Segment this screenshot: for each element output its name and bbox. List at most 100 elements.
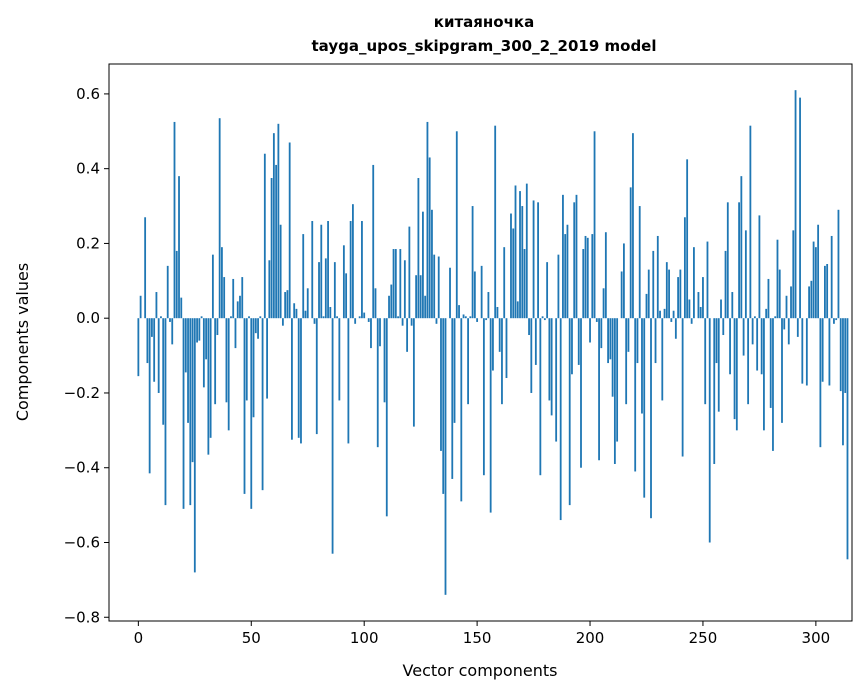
chart-subtitle: tayga_upos_skipgram_300_2_2019 model [312,37,657,55]
bar [616,318,619,442]
bar [148,318,151,474]
bars-group [137,90,849,595]
bar [403,260,406,319]
bar [611,318,614,397]
x-tick-label: 300 [802,629,831,647]
bar [494,125,497,319]
bar [209,318,212,438]
bar [318,262,320,319]
bar [704,318,707,405]
bar [311,221,314,319]
bar [733,318,736,420]
bar [164,318,167,506]
bar [266,318,268,399]
bar [322,316,325,319]
bar [516,301,519,319]
bar [735,318,738,431]
bar [767,278,770,319]
bar [697,292,700,319]
bar [304,310,307,319]
bar [408,226,411,319]
bar [794,90,797,319]
bar [157,318,160,393]
bar [715,318,718,364]
bar [324,258,327,319]
bar [485,318,488,321]
bar [817,224,820,319]
bar [363,312,366,319]
bar [568,318,571,506]
bar [521,206,524,319]
bar [263,153,266,319]
bar [681,318,684,457]
bar [428,157,431,319]
bar [268,260,271,319]
bar [668,269,670,319]
bar [191,318,194,463]
bar [661,318,664,401]
bar [234,318,237,349]
bar [333,262,336,319]
bar [354,318,357,324]
bar [435,318,438,324]
y-tick-label: 0.4 [76,160,100,178]
x-tick-label: 250 [689,629,718,647]
bar [575,194,578,319]
bar [790,286,792,319]
bar [279,224,282,319]
bar [288,142,291,319]
bar [537,202,539,319]
x-tick-label: 50 [242,629,261,647]
bar [451,318,454,479]
bar [627,318,630,352]
bar [528,318,530,336]
bar [677,277,680,319]
bar [352,204,354,319]
bar [726,202,729,319]
bar [424,295,427,319]
bar [566,224,569,319]
bar [370,318,372,349]
bar [155,292,158,319]
bar [189,318,192,506]
bar [482,318,485,476]
bar [306,288,309,319]
bar [198,318,201,341]
bar [699,306,702,319]
bar [426,121,429,319]
bar [724,250,727,319]
y-axis-ticks: −0.8 −0.6 −0.4 −0.2 0.0 0.2 0.4 0.6 [64,85,109,626]
bar [281,318,284,326]
x-tick-label: 150 [463,629,492,647]
bar [505,318,508,379]
bar [686,159,689,319]
bar [202,318,205,388]
bar [471,206,474,319]
bar [440,318,442,451]
bar [783,318,786,330]
bar [412,318,415,427]
bar [828,318,831,386]
bar [385,318,388,517]
bar [534,318,537,365]
bar [144,217,147,319]
bar [336,316,338,319]
bar [338,318,341,401]
bar [261,318,264,491]
bar [760,318,763,375]
bar [254,318,257,334]
bar [781,318,783,423]
bar [236,301,239,319]
bar [401,318,404,326]
bar [417,178,420,319]
bar [257,318,259,339]
bar [383,318,386,403]
x-tick-label: 100 [350,629,379,647]
bar [609,318,612,360]
bar [178,176,180,319]
axes-frame [108,63,853,622]
bar [272,133,275,319]
y-tick-label: 0.6 [76,85,100,103]
